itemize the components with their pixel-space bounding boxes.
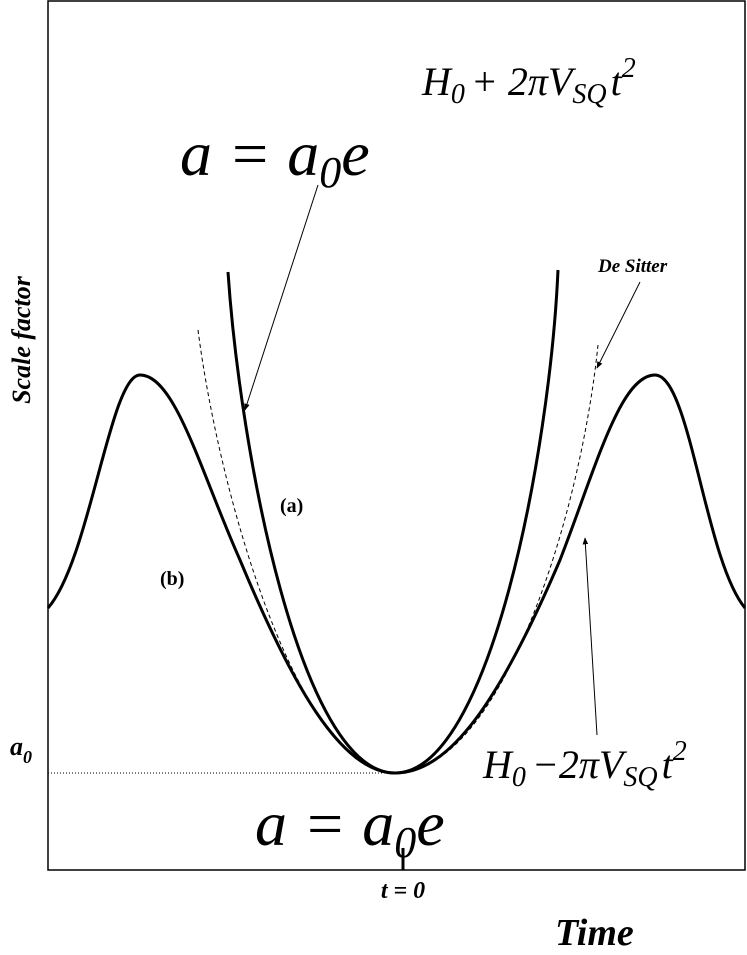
curve-b-label: (b) [160, 568, 184, 590]
a0-sub: 0 [23, 747, 32, 767]
equation-top: a = a0e [180, 118, 370, 197]
arrow [244, 184, 319, 411]
frame [47, 0, 746, 871]
arrow [596, 281, 641, 369]
a0-label: a0 [10, 732, 32, 767]
exp-h-sub: 0 [512, 762, 526, 793]
arrow [582, 537, 598, 736]
curve-a-label: (a) [280, 495, 303, 517]
exponent-top: H0 + 2πVSQ t2 [421, 53, 636, 110]
exp-power: 2 [673, 736, 687, 767]
exp-power: 2 [622, 53, 636, 84]
de-sitter-label: De Sitter [597, 256, 668, 277]
eq-base: e [341, 118, 369, 189]
exponent-bottom: H0 −2πVSQ t2 [482, 736, 687, 793]
x-axis-label: Time [555, 912, 634, 950]
curve-a [226, 269, 560, 775]
exp-v-sub: SQ [572, 79, 606, 110]
exp-h-sub: 0 [451, 79, 465, 110]
y-axis-label: Scale factor [7, 275, 36, 404]
exp-t: t [662, 742, 674, 787]
equation-bottom: a = a0e [255, 788, 445, 867]
eq-base: e [416, 788, 444, 859]
t0-label: t = 0 [381, 878, 425, 904]
eq-sub: 0 [394, 818, 416, 867]
exp-v-sub: SQ [623, 762, 657, 793]
exp-h: H [421, 59, 453, 104]
eq-sub: 0 [319, 148, 341, 197]
de-sitter-curve [197, 329, 599, 774]
curve-b [46, 373, 747, 775]
exp-op: −2πV [532, 742, 628, 787]
exp-h: H [482, 742, 514, 787]
exp-t: t [611, 59, 623, 104]
a0-base: a [10, 732, 23, 761]
eq-lhs: a = a [180, 118, 319, 189]
exp-op: + 2πV [471, 59, 577, 104]
eq-lhs: a = a [255, 788, 394, 859]
